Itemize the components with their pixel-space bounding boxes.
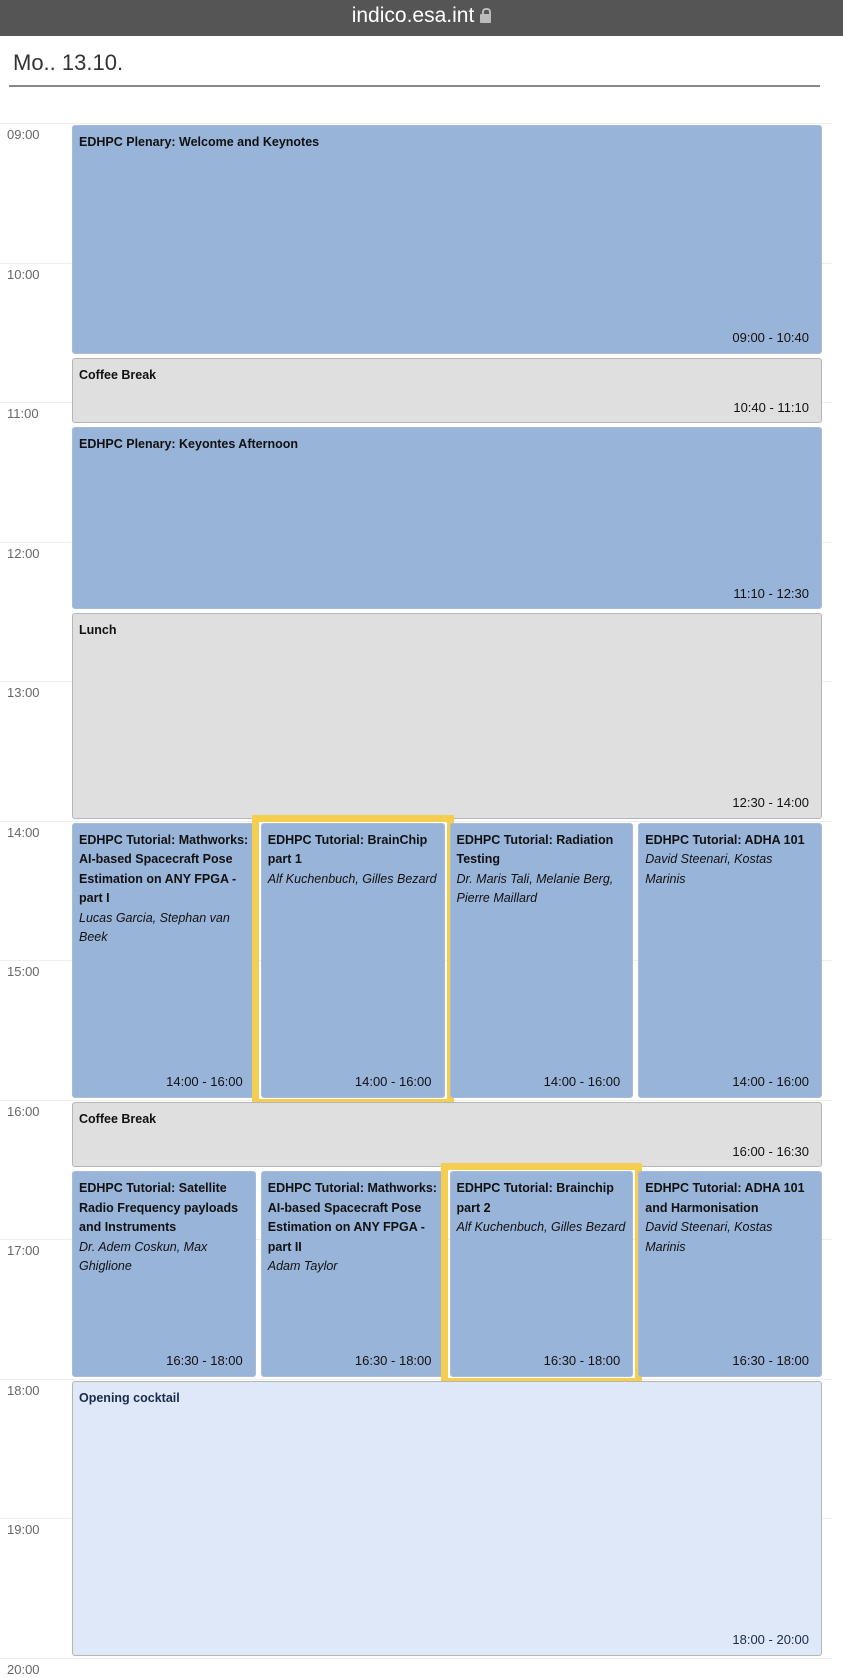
hour-label: 15:00 [7,964,40,979]
entry-title: Coffee Break [79,1111,157,1126]
timetable-entry[interactable]: Coffee Break 10:40 - 11:10 [72,357,822,424]
timetable-entry[interactable]: EDHPC Tutorial: Mathworks: AI-based Spac… [260,1171,445,1377]
hour-label: 16:00 [7,1103,40,1119]
entry-speakers: David Steenari, Kostas Marinis [645,852,773,886]
entry-speakers: Dr. Adem Coskun, Max Ghiglione [79,1239,208,1274]
entry-speakers: Alf Kuchenbuch, Gilles Bezard [456,1220,626,1235]
entry-title: EDHPC Tutorial: Brainchip part 2 [456,1181,614,1215]
timetable-entry[interactable]: EDHPC Tutorial: Satellite Radio Frequenc… [72,1171,256,1377]
entry-time: 14:00 - 16:00 [543,1074,621,1089]
entry-title: EDHPC Plenary: Welcome and Keynotes [79,135,320,149]
entry-title: EDHPC Tutorial: BrainChip part 1 [267,832,428,867]
hour-label: 20:00 [7,1661,40,1677]
browser-address-bar[interactable]: indico.esa.int [0,0,843,36]
timetable-entry[interactable]: EDHPC Plenary: Keyontes Afternoon 11:10 -… [72,427,822,610]
entry-time: 14:00 - 16:00 [732,1074,809,1089]
entry-time: 14:00 - 16:00 [166,1074,243,1089]
entry-title: EDHPC Tutorial: ADHA 101 [645,832,805,847]
timetable-entry[interactable]: Lunch 12:30 - 14:00 [72,613,822,819]
entry-time: 10:40 - 11:10 [733,399,809,415]
entry-title: EDHPC Tutorial: Satellite Radio Frequenc… [79,1181,239,1235]
hour-label: 14:00 [7,824,40,840]
entry-time: 16:00 - 16:30 [732,1143,809,1159]
highlight-box [251,814,454,1106]
entry-title: EDHPC Tutorial: ADHA 101 and Harmonisati… [645,1181,805,1215]
entry-time: 18:00 - 20:00 [732,1632,809,1647]
timetable-entry[interactable]: EDHPC Plenary: Welcome and Keynotes 09:00… [72,125,822,354]
entry-speakers: Adam Taylor [267,1259,338,1274]
entry-speakers: Dr. Maris Tali, Melanie Berg, Pierre Mai… [456,871,614,906]
entry-time: 16:30 - 18:00 [732,1353,809,1368]
timetable-entry[interactable]: EDHPC Tutorial: Radiation Testing Dr. Mar… [449,822,634,1098]
timetable-entry[interactable]: EDHPC Tutorial: ADHA 101 David Steenari, … [638,822,822,1098]
entry-time: 16:30 - 18:00 [354,1353,432,1368]
timetable-entry[interactable]: Coffee Break 16:00 - 16:30 [72,1101,822,1168]
entry-time: 11:10 - 12:30 [733,585,809,601]
entry-title: EDHPC Tutorial: Mathworks: AI-based Spac… [79,832,249,906]
entry-speakers: David Steenari, Kostas Marinis [645,1220,773,1254]
hour-label: 12:00 [7,545,40,561]
timetable-entry[interactable]: EDHPC Tutorial: ADHA 101 and Harmonisati… [638,1171,822,1377]
entry-speakers: Alf Kuchenbuch, Gilles Bezard [267,871,437,886]
title-divider [9,85,820,87]
entry-title: EDHPC Tutorial: Mathworks: AI-based Spac… [267,1181,437,1254]
hour-gridline [0,1657,832,1659]
timetable-entry[interactable]: EDHPC Tutorial: BrainChip part 1 Alf Kuch… [260,822,445,1098]
entry-time: 12:30 - 14:00 [732,795,809,810]
entry-speakers: Lucas Garcia, Stephan van Beek [79,910,230,945]
hour-label: 09:00 [7,127,40,142]
hour-label: 11:00 [7,406,39,421]
entry-title: EDHPC Plenary: Keyontes Afternoon [79,437,299,452]
hour-gridline [0,123,832,124]
hour-gridline [0,1378,832,1380]
hour-label: 18:00 [7,1382,40,1398]
entry-time: 09:00 - 10:40 [732,330,809,346]
hour-label: 13:00 [7,685,40,700]
entry-time: 16:30 - 18:00 [543,1353,621,1368]
timetable-entry[interactable]: EDHPC Tutorial: Mathworks: AI-based Spac… [72,822,256,1098]
entry-time: 16:30 - 18:00 [166,1353,243,1368]
url-text: indico.esa.int [351,4,475,27]
hour-label: 10:00 [7,266,40,282]
entry-time: 14:00 - 16:00 [354,1074,432,1089]
timetable-entry[interactable]: EDHPC Tutorial: Brainchip part 2 Alf Kuch… [449,1171,634,1377]
entry-title: EDHPC Tutorial: Radiation Testing [456,832,614,867]
hour-label: 17:00 [7,1243,40,1258]
entry-title: Coffee Break [79,367,157,382]
day-title: Mo.. 13.10. [13,50,124,75]
hour-label: 19:00 [7,1522,40,1537]
lock-icon [480,8,492,23]
timetable-entry[interactable]: Opening cocktail 18:00 - 20:00 [72,1380,822,1656]
highlight-box [440,1163,643,1385]
entry-title: Lunch [79,623,117,638]
entry-title: Opening cocktail [79,1390,180,1405]
